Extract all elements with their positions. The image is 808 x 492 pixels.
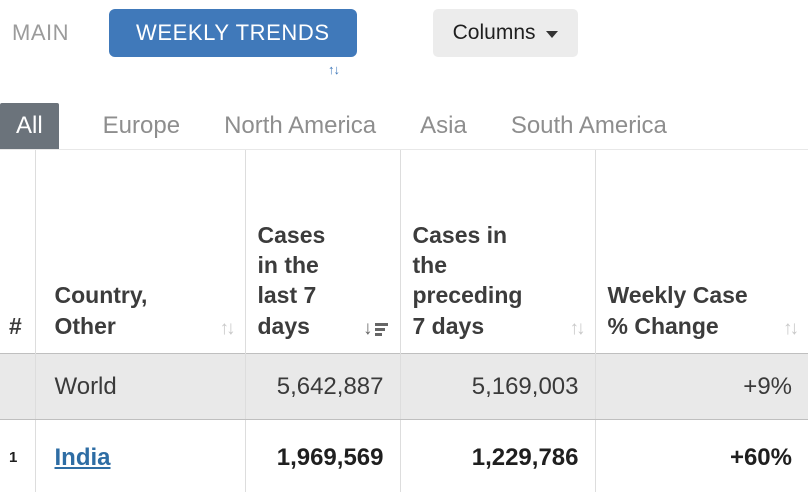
sort-icon[interactable]: ↑↓	[783, 318, 799, 339]
header-weekly-change[interactable]: Weekly Case % Change ↑↓	[594, 149, 808, 354]
world-rank-cell	[0, 353, 35, 420]
header-country-label: Country, Other	[54, 282, 148, 339]
sort-bars-icon	[374, 323, 388, 336]
world-cases-prev7: 5,169,003	[399, 353, 595, 420]
table-body: World 5,642,887 5,169,003 +9% 1 India 1,…	[0, 353, 808, 492]
table-header: # Country, Other ↑↓ Cases in the last 7 …	[0, 149, 808, 354]
row-change: +60%	[594, 419, 808, 492]
header-weekly-change-label: Weekly Case % Change	[607, 282, 748, 339]
tab-asia[interactable]: Asia	[420, 112, 467, 139]
world-change: +9%	[594, 353, 808, 420]
header-cases-prev7[interactable]: Cases in the preceding 7 days ↑↓	[399, 149, 595, 354]
columns-dropdown-button[interactable]: Columns	[432, 9, 578, 57]
sort-icon[interactable]: ↑↓	[569, 318, 586, 339]
tab-europe[interactable]: Europe	[102, 112, 181, 139]
weekly-trends-table: # Country, Other ↑↓ Cases in the last 7 …	[0, 149, 808, 492]
header-cases-prev7-label: Cases in the preceding 7 days	[412, 221, 523, 339]
tab-south-america[interactable]: South America	[510, 112, 667, 139]
header-row: # Country, Other ↑↓ Cases in the last 7 …	[0, 149, 808, 354]
tab-north-america[interactable]: North America	[224, 112, 377, 139]
weekly-trends-button[interactable]: WEEKLY TRENDS	[109, 9, 357, 57]
columns-label: Columns	[452, 21, 536, 44]
sort-icon[interactable]: ↑↓	[219, 318, 236, 339]
mini-sort-icon: ↑↓	[328, 62, 340, 77]
row-country-cell: India	[34, 419, 245, 492]
country-link[interactable]: India	[54, 443, 111, 471]
row-cases-prev7: 1,229,786	[399, 419, 595, 492]
world-name-cell: World	[34, 353, 245, 420]
world-row: World 5,642,887 5,169,003 +9%	[0, 353, 808, 420]
main-tab[interactable]: MAIN	[12, 20, 69, 45]
row-rank-cell: 1	[9, 449, 18, 467]
sort-desc-active-icon[interactable]: ↓	[363, 319, 388, 341]
header-rank-label: #	[9, 312, 22, 339]
row-cases-last7: 1,969,569	[244, 419, 400, 492]
header-rank: #	[0, 149, 35, 354]
header-country[interactable]: Country, Other ↑↓	[34, 149, 245, 354]
world-cases-last7: 5,642,887	[244, 353, 400, 420]
arrow-down-icon: ↓	[363, 318, 373, 339]
header-cases-last7[interactable]: Cases in the last 7 days ↓	[244, 149, 400, 354]
tab-all[interactable]: All	[0, 103, 59, 149]
caret-down-icon	[545, 31, 558, 38]
toolbar: MAIN WEEKLY TRENDS Columns	[0, 0, 808, 57]
header-cases-last7-label: Cases in the last 7 days	[257, 221, 326, 339]
region-tabs: All Europe North America Asia South Amer…	[0, 103, 808, 149]
table-row: 1 India 1,969,569 1,229,786 +60%	[0, 419, 808, 492]
